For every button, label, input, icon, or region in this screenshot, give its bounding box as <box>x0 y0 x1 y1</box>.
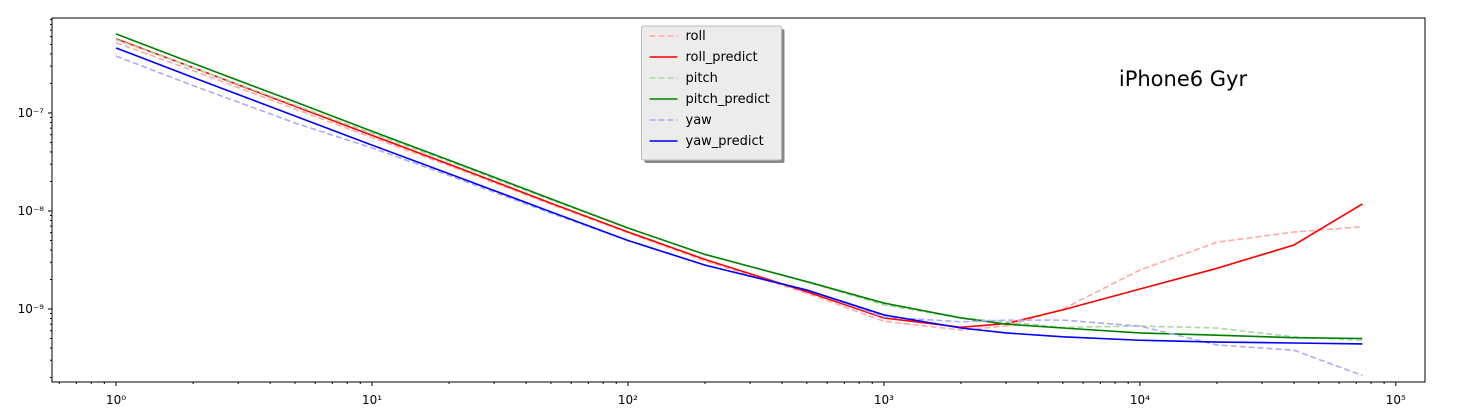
plot-area <box>51 17 1426 383</box>
x-tick-label: 10⁰ <box>106 393 126 407</box>
legend-label: yaw_predict <box>686 134 764 149</box>
series-line <box>115 33 1363 340</box>
y-tick-label: 10⁻⁷ <box>18 106 45 120</box>
annotation: iPhone6 Gyr <box>1119 67 1248 91</box>
x-tick-label: 10² <box>618 393 638 407</box>
y-tick-label: 10⁻⁹ <box>18 302 45 316</box>
series-line <box>115 41 1363 331</box>
series-line <box>115 38 1363 329</box>
x-tick-label: 10⁴ <box>1130 393 1150 407</box>
y-tick-label: 10⁻⁸ <box>18 204 45 218</box>
x-tick-label: 10³ <box>874 393 894 407</box>
legend-label: pitch <box>686 71 718 86</box>
legend-label: yaw <box>686 113 713 128</box>
legend-label: pitch_predict <box>686 92 770 107</box>
x-tick-label: 10¹ <box>362 393 382 407</box>
legend-box <box>641 25 782 161</box>
x-tick-label: 10⁵ <box>1386 393 1406 407</box>
series-line <box>115 47 1363 345</box>
legend-label: roll_predict <box>686 50 758 65</box>
legend-label: roll <box>686 29 706 44</box>
